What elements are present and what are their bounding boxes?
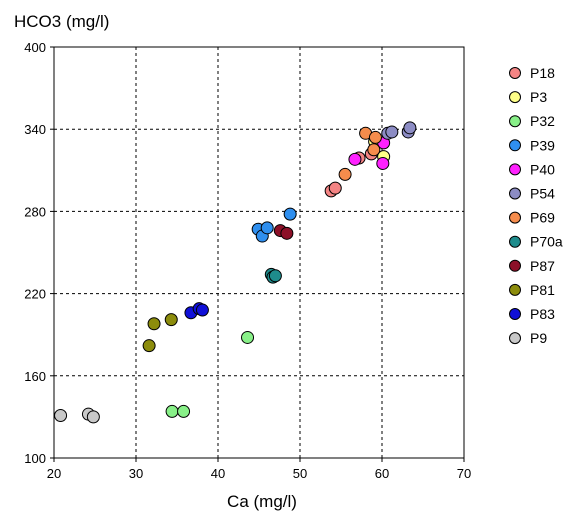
legend-label-p69: P69 bbox=[530, 210, 555, 226]
legend-marker-p40 bbox=[509, 163, 521, 176]
legend-marker-p39 bbox=[509, 139, 521, 152]
legend-label-p70a: P70a bbox=[530, 234, 563, 250]
data-point-p32 bbox=[177, 404, 191, 418]
x-axis-title: Ca (mg/l) bbox=[227, 492, 297, 511]
legend-marker-p87 bbox=[509, 259, 521, 272]
legend-marker-p54 bbox=[509, 187, 521, 200]
data-point-p40 bbox=[348, 152, 362, 166]
legend-label-p40: P40 bbox=[530, 161, 555, 177]
legend-label-p81: P81 bbox=[530, 282, 555, 298]
y-tick-label: 220 bbox=[24, 287, 46, 302]
legend-label-p32: P32 bbox=[530, 113, 555, 129]
legend: P18 P3 P32 P39 P40 P54 P69 P70a P87 P81 P83 P9 bbox=[509, 65, 563, 346]
data-point-p69 bbox=[367, 143, 381, 157]
grid-lines bbox=[54, 47, 464, 458]
data-point-p54 bbox=[385, 125, 399, 139]
data-point-p81 bbox=[142, 339, 156, 353]
data-point-p69 bbox=[368, 130, 382, 144]
data-point-p32 bbox=[165, 404, 179, 418]
y-tick-label: 400 bbox=[24, 40, 46, 55]
legend-marker-p18 bbox=[509, 67, 521, 79]
data-point-p9 bbox=[86, 410, 100, 424]
legend-marker-p9 bbox=[509, 332, 521, 345]
legend-marker-p32 bbox=[509, 115, 521, 128]
y-tick-label: 100 bbox=[24, 451, 46, 466]
x-tick-label: 20 bbox=[47, 466, 61, 481]
legend-label-p87: P87 bbox=[530, 258, 555, 274]
data-point-p81 bbox=[164, 313, 178, 327]
legend-label-p18: P18 bbox=[530, 65, 555, 81]
data-point-p32 bbox=[241, 330, 255, 344]
y-axis-title: HCO3 (mg/l) bbox=[14, 12, 109, 31]
x-tick-label: 70 bbox=[457, 466, 471, 481]
data-point-p87 bbox=[280, 226, 294, 240]
legend-marker-p70a bbox=[509, 235, 521, 248]
legend-label-p83: P83 bbox=[530, 306, 555, 322]
legend-label-p9: P9 bbox=[530, 330, 547, 346]
data-point-p81 bbox=[147, 317, 161, 331]
legend-marker-p83 bbox=[509, 308, 521, 320]
legend-marker-p69 bbox=[509, 211, 521, 224]
y-tick-label: 340 bbox=[24, 122, 46, 137]
data-point-p40 bbox=[376, 156, 390, 170]
data-point-p70a bbox=[268, 269, 282, 283]
axis-ticks: 20 30 40 50 60 70 100 160 220 280 340 400 bbox=[24, 40, 471, 481]
x-tick-label: 60 bbox=[375, 466, 389, 481]
data-point-p83 bbox=[195, 303, 209, 317]
data-point-p54 bbox=[403, 121, 417, 135]
data-point-p39 bbox=[260, 221, 274, 235]
legend-label-p54: P54 bbox=[530, 186, 555, 202]
data-point-p9 bbox=[54, 409, 68, 423]
plot-area bbox=[53, 46, 465, 459]
x-tick-label: 50 bbox=[293, 466, 307, 481]
legend-label-p39: P39 bbox=[530, 137, 555, 153]
x-tick-label: 30 bbox=[129, 466, 143, 481]
x-tick-label: 40 bbox=[211, 466, 225, 481]
data-point-p69 bbox=[338, 167, 352, 181]
data-point-p18 bbox=[328, 181, 342, 195]
y-tick-label: 280 bbox=[24, 204, 46, 219]
legend-marker-p81 bbox=[509, 283, 521, 296]
legend-label-p3: P3 bbox=[530, 89, 547, 105]
y-tick-label: 160 bbox=[24, 369, 46, 384]
legend-marker-p3 bbox=[509, 91, 521, 104]
data-point-p39 bbox=[283, 207, 297, 221]
data-points bbox=[54, 121, 417, 424]
